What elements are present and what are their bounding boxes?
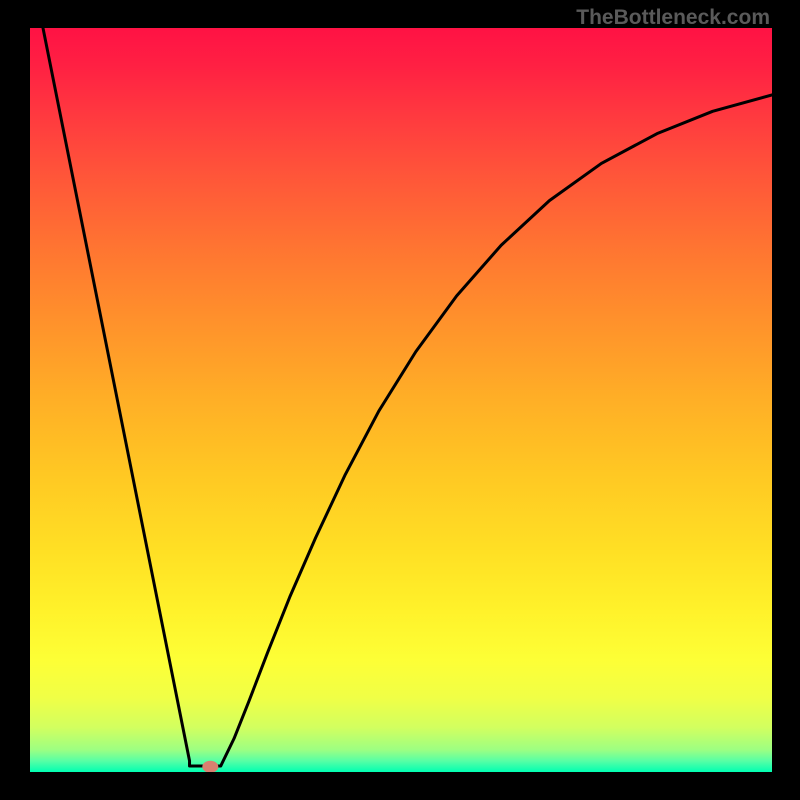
watermark-text: TheBottleneck.com — [576, 6, 770, 30]
chart-container: TheBottleneck.com — [0, 0, 800, 800]
plot-area — [30, 28, 772, 772]
gradient-background — [30, 28, 772, 772]
